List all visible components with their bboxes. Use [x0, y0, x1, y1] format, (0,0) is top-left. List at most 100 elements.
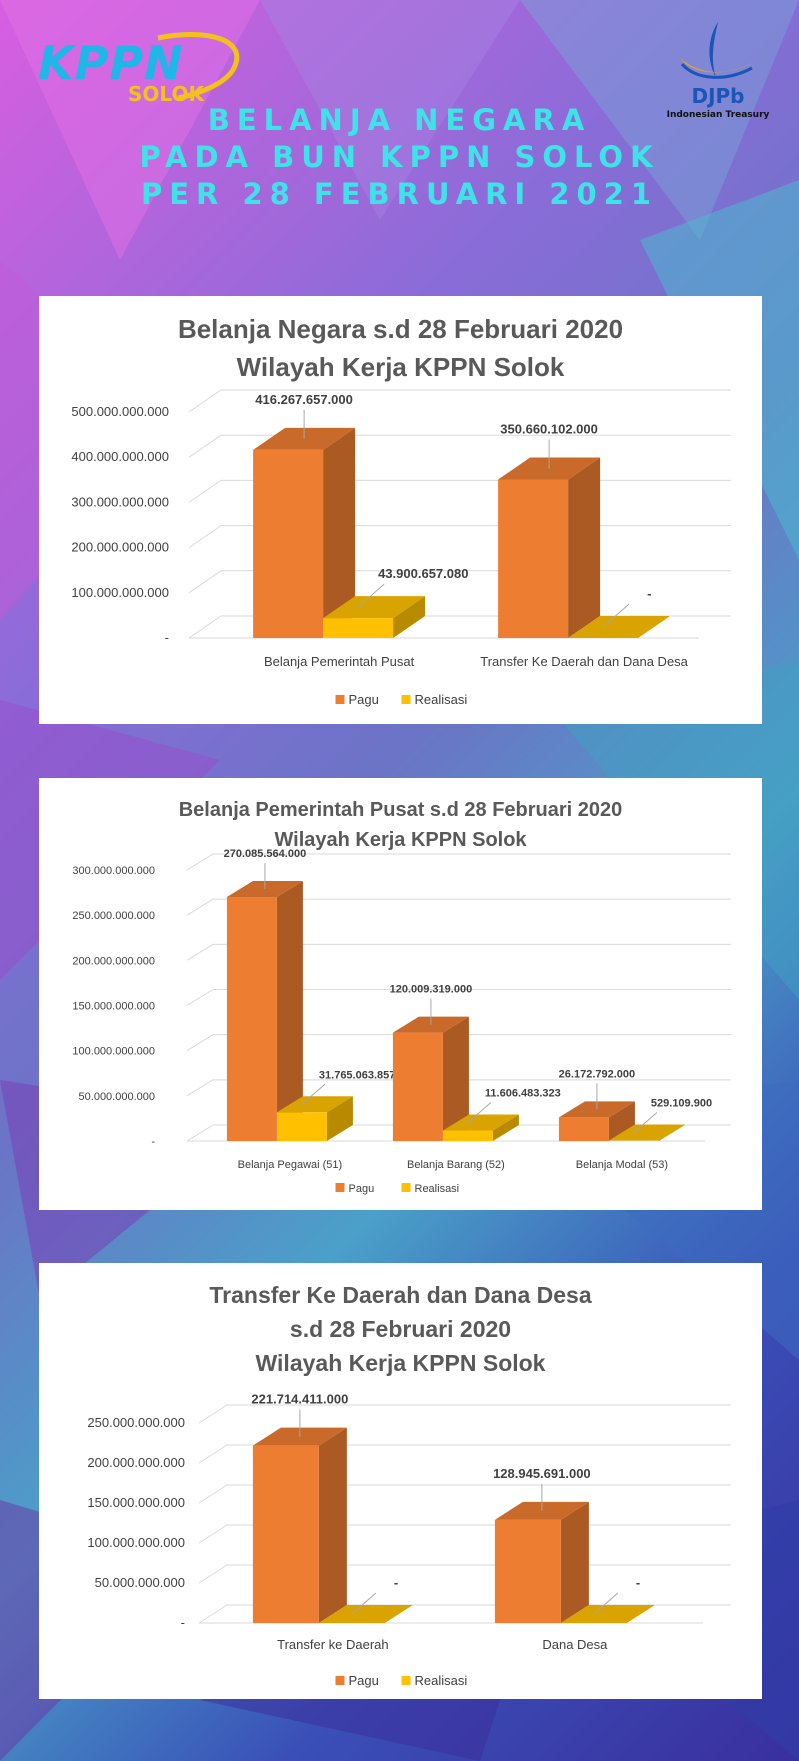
y-tick-label: - — [165, 630, 169, 645]
gridline-side — [188, 525, 222, 549]
bar-top-realisasi — [442, 1114, 519, 1131]
y-tick-label: 100.000.000.000 — [87, 1535, 185, 1550]
chart-title-line-2: Wilayah Kerja KPPN Solok — [274, 829, 527, 851]
y-tick-label: 250.000.000.000 — [87, 1415, 185, 1430]
legend-label-pagu: Pagu — [349, 692, 379, 707]
bar-top-realisasi — [560, 1605, 655, 1623]
legend-swatch-realisasi — [401, 1183, 411, 1192]
legend-swatch-pagu — [335, 1183, 345, 1192]
legend-swatch-realisasi — [401, 1676, 411, 1685]
bar-pagu — [498, 479, 569, 638]
legend-label-realisasi: Realisasi — [415, 692, 468, 707]
data-label-pagu: 350.660.102.000 — [500, 422, 598, 437]
y-tick-label: - — [181, 1615, 185, 1630]
x-category-label: Transfer Ke Daerah dan Dana Desa — [480, 654, 688, 669]
gridline-side — [188, 389, 222, 413]
bar-pagu — [226, 897, 277, 1141]
legend-label-pagu: Pagu — [349, 1673, 379, 1688]
data-label-pagu: 221.714.411.000 — [251, 1392, 348, 1407]
chart-belanja-pemerintah-pusat: Belanja Pemerintah Pusat s.d 28 Februari… — [72, 799, 731, 1195]
page-title-line-1: BELANJA NEGARA — [207, 103, 592, 137]
gridline-side — [186, 1079, 214, 1097]
chart-title-line-1: Transfer Ke Daerah dan Dana Desa — [209, 1282, 591, 1308]
data-label-leader — [602, 603, 630, 628]
bar-pagu — [494, 1519, 561, 1623]
data-label-leader — [633, 1112, 658, 1133]
data-label-leader — [301, 1083, 326, 1105]
gridline-side — [186, 1034, 214, 1052]
bar-side-pagu — [318, 1427, 347, 1623]
y-tick-label: 150.000.000.000 — [87, 1495, 185, 1510]
data-label-realisasi: 43.900.657.080 — [378, 566, 468, 581]
chart-title-line-3: Wilayah Kerja KPPN Solok — [256, 1350, 546, 1376]
data-label-pagu: 128.945.691.000 — [493, 1466, 591, 1481]
djpb-logo-text: DJPb — [691, 84, 745, 108]
legend-label-realisasi: Realisasi — [415, 1183, 460, 1195]
page-title-line-3: PER 28 FEBRUARI 2021 — [140, 177, 659, 211]
y-tick-label: 300.000.000.000 — [71, 494, 169, 509]
djpb-logo-subtext: Indonesian Treasury — [666, 110, 770, 120]
y-tick-label: 250.000.000.000 — [72, 910, 155, 922]
data-label-leader — [467, 1102, 492, 1123]
legend-swatch-pagu — [335, 1676, 345, 1685]
bar-side-pagu — [323, 427, 356, 638]
bar-top-pagu — [494, 1501, 589, 1520]
gridline-side — [186, 853, 214, 871]
chart-panel-transfer-daerah: Transfer Ke Daerah dan Dana Desa s.d 28 F… — [39, 1263, 762, 1699]
bar-side-realisasi — [326, 1096, 353, 1141]
bar-pagu — [558, 1117, 609, 1141]
page-title: BELANJA NEGARA PADA BUN KPPN SOLOK PER 2… — [0, 102, 799, 213]
bar-side-realisasi — [492, 1114, 519, 1141]
gridline-side — [186, 943, 214, 961]
y-tick-label: 50.000.000.000 — [95, 1575, 185, 1590]
y-tick-label: 200.000.000.000 — [72, 955, 155, 967]
y-tick-label: 200.000.000.000 — [87, 1455, 185, 1470]
bar-side-pagu — [608, 1101, 635, 1141]
bar-pagu — [392, 1032, 443, 1141]
bar-side-pagu — [276, 881, 303, 1141]
gridline-side — [188, 615, 222, 639]
data-label-realisasi: 31.765.063.857 — [319, 1069, 395, 1081]
gridline-side — [186, 989, 214, 1006]
kppn-logo-text: KPPN — [38, 36, 184, 90]
y-tick-label: 400.000.000.000 — [71, 449, 169, 464]
x-category-label: Transfer ke Daerah — [277, 1637, 389, 1652]
gridline-side — [198, 1484, 228, 1504]
bar-top-pagu — [498, 457, 601, 480]
data-label-pagu: 270.085.564.000 — [224, 848, 307, 860]
x-category-label: Belanja Modal (53) — [576, 1159, 668, 1171]
data-label-realisasi: - — [394, 1575, 398, 1590]
bar-side-pagu — [568, 457, 601, 638]
bar-pagu — [252, 1445, 319, 1623]
gridline-side — [198, 1524, 228, 1544]
data-label-leader — [357, 583, 385, 608]
data-label-leader — [351, 1592, 377, 1615]
y-tick-label: 100.000.000.000 — [72, 1046, 155, 1058]
y-tick-label: 100.000.000.000 — [71, 585, 169, 600]
bar-realisasi — [323, 618, 394, 638]
bar-top-realisasi — [568, 616, 671, 638]
legend-label-pagu: Pagu — [349, 1183, 375, 1195]
x-category-label: Dana Desa — [542, 1637, 608, 1652]
gridline-side — [186, 1124, 214, 1142]
bar-pagu — [253, 449, 324, 638]
y-tick-label: 150.000.000.000 — [72, 1001, 155, 1013]
chart-title-line-2: s.d 28 Februari 2020 — [290, 1316, 511, 1342]
gridline-side — [198, 1444, 228, 1464]
data-label-realisasi: 529.109.900 — [651, 1098, 712, 1110]
chart-belanja-negara: Belanja Negara s.d 28 Februari 2020 Wilay… — [71, 314, 731, 707]
data-label-realisasi: - — [647, 586, 651, 601]
y-tick-label: - — [151, 1136, 155, 1148]
data-label-pagu: 416.267.657.000 — [255, 392, 353, 407]
bar-realisasi — [276, 1112, 327, 1141]
data-label-pagu: 26.172.792.000 — [559, 1068, 635, 1080]
legend-label-realisasi: Realisasi — [415, 1673, 468, 1688]
kppn-logo-subtext: SOLOK — [128, 82, 204, 106]
x-category-label: Belanja Barang (52) — [407, 1159, 505, 1171]
chart-transfer-daerah: Transfer Ke Daerah dan Dana Desa s.d 28 F… — [87, 1282, 731, 1688]
y-tick-label: 50.000.000.000 — [79, 1091, 155, 1103]
data-label-pagu: 120.009.319.000 — [390, 984, 473, 996]
gridline-side — [198, 1564, 228, 1584]
gridline-side — [188, 434, 222, 458]
bar-side-realisasi — [393, 596, 426, 638]
